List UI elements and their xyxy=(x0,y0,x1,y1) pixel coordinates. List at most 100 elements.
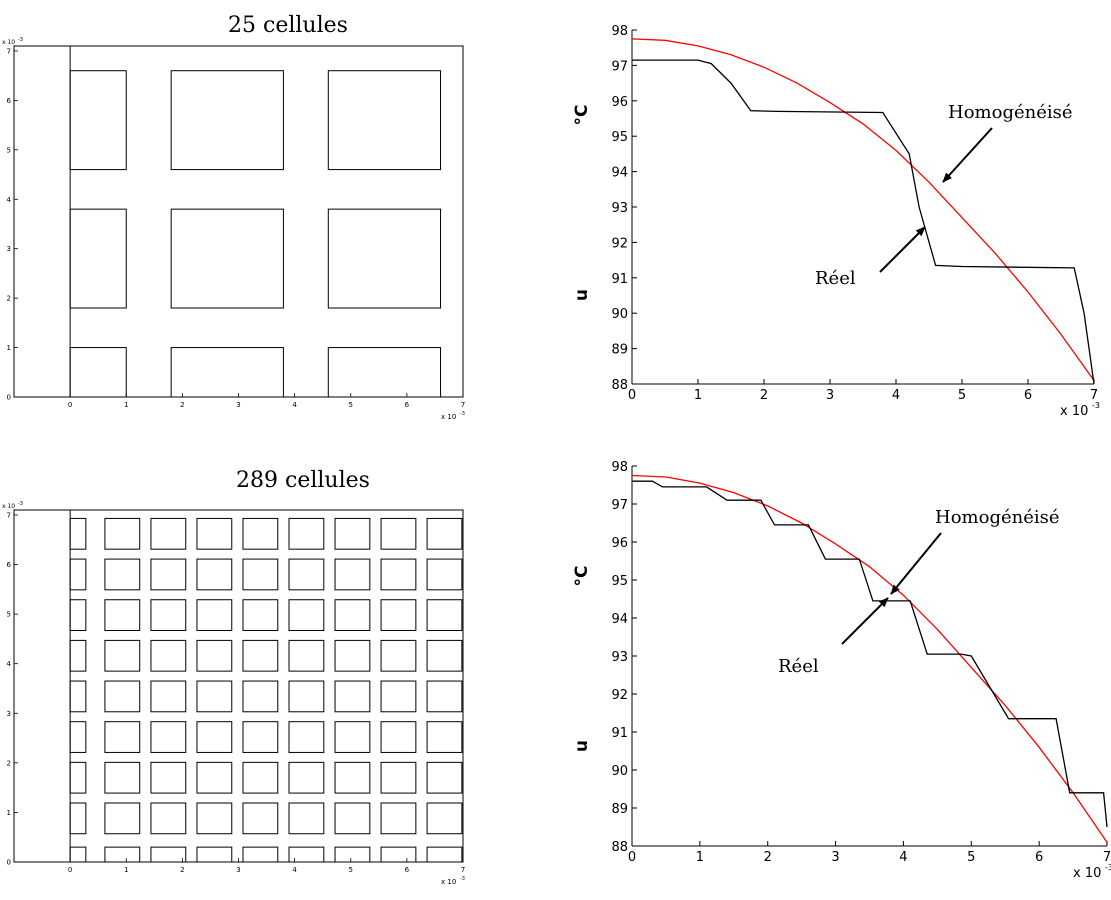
chart-y-tick-label: 96 xyxy=(611,95,628,110)
mesh-inclusion-cell xyxy=(242,680,279,713)
mesh-inclusion-cell xyxy=(69,761,87,794)
mesh-x-exponent-power: -3 xyxy=(460,876,465,882)
mesh-inclusion-cell xyxy=(104,802,141,835)
mesh-x-tick-label: 1 xyxy=(124,866,128,874)
mesh-inclusion-cell xyxy=(334,680,371,713)
mesh-inclusion-cell xyxy=(69,680,87,713)
temperature-chart-25-cellules: 0 1 2 3 4 5 6 7 88 89 90 91 92 93 94 95 96 97 98 x 10 -3 u °C H… xyxy=(572,24,1100,419)
mesh-x-tick-label: 4 xyxy=(292,866,297,874)
mesh-inclusion-cell xyxy=(242,846,279,863)
annotation-arrow-homogeneise xyxy=(942,127,993,183)
mesh-y-tick-label: 2 xyxy=(7,295,11,303)
temperature-chart-289-cellules: 0 1 2 3 4 5 6 7 88 89 90 91 92 93 94 95 96 97 98 x 10 -3 u °C H… xyxy=(572,460,1111,881)
mesh-y-tick-label: 6 xyxy=(7,561,12,569)
mesh-inclusion-cell xyxy=(150,802,187,835)
chart-x-exponent-power: -3 xyxy=(1105,863,1111,872)
mesh-x-tick-label: 0 xyxy=(68,401,72,409)
mesh-inclusion-cell xyxy=(334,639,371,672)
mesh-inclusion-cell xyxy=(380,639,417,672)
annotation-arrow-reel xyxy=(879,226,926,273)
panel-title-289-cellules: 289 cellules xyxy=(236,468,370,493)
chart-x-tick-label: 5 xyxy=(958,388,966,403)
chart-y-tick-label: 94 xyxy=(611,166,628,181)
mesh-inclusion-cell xyxy=(380,599,417,631)
mesh-inclusion-cell xyxy=(242,761,279,794)
chart-x-tick-label: 1 xyxy=(696,850,704,865)
mesh-inclusion-cell xyxy=(334,802,371,835)
mesh-inclusion-cell xyxy=(334,517,371,550)
mesh-inclusion-cell xyxy=(288,680,325,713)
chart-y-tick-label: 90 xyxy=(611,764,628,779)
chart-x-tick-label: 3 xyxy=(831,850,839,865)
mesh-inclusion-cell xyxy=(426,680,463,713)
mesh-y-exponent-power: -3 xyxy=(18,37,23,43)
mesh-inclusion-cell xyxy=(380,680,417,713)
mesh-inclusion-cell xyxy=(288,802,325,835)
mesh-inclusion-cell xyxy=(380,517,417,550)
mesh-inclusion-cell xyxy=(242,558,279,591)
chart-y-tick-label: 88 xyxy=(611,378,628,393)
mesh-y-exponent: x 10 xyxy=(2,503,15,510)
mesh-inclusion-cell xyxy=(380,558,417,591)
mesh-inclusion-cell xyxy=(426,802,463,835)
mesh-x-exponent: x 10 xyxy=(441,878,456,886)
mesh-inclusion-cell xyxy=(150,846,187,863)
mesh-inclusion-cell xyxy=(426,721,463,753)
chart-x-tick-label: 2 xyxy=(760,388,768,403)
chart-y-tick-label: 89 xyxy=(611,802,628,817)
chart-y-tick-label: 91 xyxy=(611,726,628,741)
mesh-y-tick-label: 0 xyxy=(7,859,11,867)
chart-plot-area xyxy=(632,30,1094,384)
mesh-inclusion-cell xyxy=(150,721,187,753)
chart-x-tick-label: 1 xyxy=(694,388,702,403)
mesh-x-tick-label: 1 xyxy=(124,401,128,409)
chart-x-tick-label: 3 xyxy=(826,388,834,403)
mesh-x-tick-label: 7 xyxy=(461,866,465,874)
chart-ylabel-u: u xyxy=(572,740,592,752)
mesh-y-tick-label: 7 xyxy=(7,511,11,519)
chart-y-tick-label: 95 xyxy=(611,130,628,145)
mesh-inclusion-cell xyxy=(380,802,417,835)
mesh-inclusion-cell xyxy=(196,639,233,672)
mesh-y-tick-label: 7 xyxy=(7,47,11,55)
mesh-inclusion-cell xyxy=(104,558,141,591)
mesh-inclusion-cell xyxy=(69,846,87,863)
chart-y-tick-label: 89 xyxy=(611,343,628,358)
mesh-inclusion-cell xyxy=(334,721,371,753)
mesh-inclusion-cell xyxy=(150,761,187,794)
mesh-x-tick-label: 3 xyxy=(236,866,240,874)
mesh-inclusion-cell xyxy=(380,761,417,794)
mesh-inclusion-cell xyxy=(242,639,279,672)
mesh-y-exponent-power: -3 xyxy=(18,501,23,507)
chart-y-tick-label: 93 xyxy=(611,201,628,216)
mesh-inclusion-cell xyxy=(150,558,187,591)
annotation-arrow-homogeneise xyxy=(890,532,942,595)
mesh-x-exponent: x 10 xyxy=(441,413,456,421)
mesh-inclusion-cell xyxy=(288,558,325,591)
chart-x-tick-label: 6 xyxy=(1035,850,1043,865)
mesh-inclusion-cell xyxy=(426,558,463,591)
chart-y-tick-label: 92 xyxy=(611,236,628,251)
mesh-inclusion-cell xyxy=(242,721,279,753)
mesh-inclusion-cell xyxy=(288,599,325,631)
mesh-inclusion-cell xyxy=(288,517,325,550)
mesh-inclusion-cell xyxy=(104,761,141,794)
mesh-inclusion-cell xyxy=(334,558,371,591)
mesh-inclusion-cell xyxy=(196,721,233,753)
mesh-y-tick-label: 2 xyxy=(7,759,11,767)
mesh-inclusion-cell xyxy=(150,639,187,672)
chart-y-tick-label: 98 xyxy=(611,460,628,475)
chart-y-tick-label: 91 xyxy=(611,272,628,287)
annotation-reel: Réel xyxy=(778,656,819,677)
mesh-inclusion-cell xyxy=(426,761,463,794)
mesh-inclusion-cell xyxy=(104,680,141,713)
mesh-inclusion-cell xyxy=(104,846,141,863)
chart-y-tick-label: 97 xyxy=(611,498,628,513)
chart-y-tick-label: 97 xyxy=(611,59,628,74)
mesh-y-exponent: x 10 xyxy=(2,39,15,46)
mesh-inclusion-cell xyxy=(170,208,284,309)
mesh-inclusion-cell xyxy=(288,761,325,794)
chart-y-tick-label: 96 xyxy=(611,536,628,551)
chart-x-tick-label: 7 xyxy=(1090,388,1098,403)
